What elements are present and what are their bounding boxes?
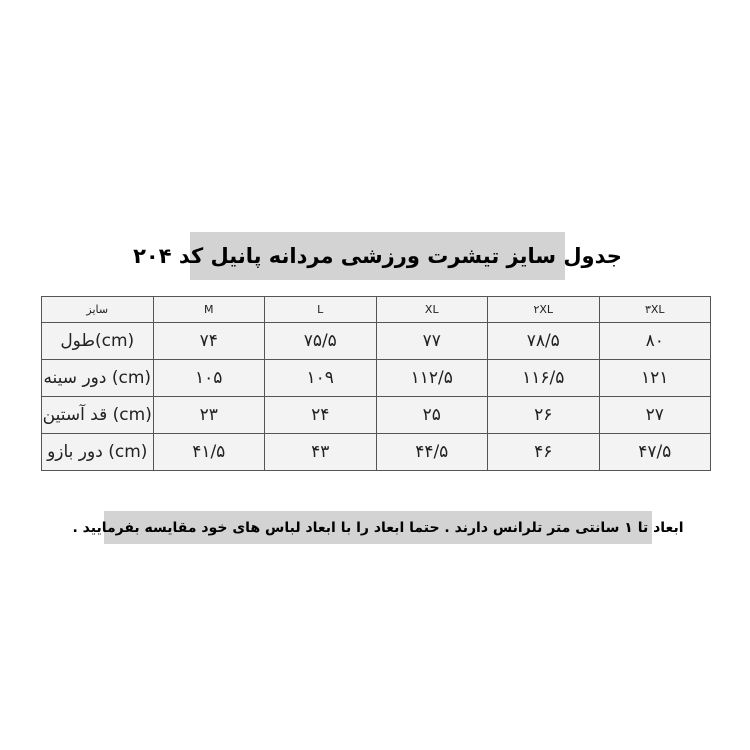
table-header-row: سایز M L XL ۲XL ۳XL (41, 296, 711, 323)
tolerance-note: ابعاد تا ۱ سانتی متر تلرانس دارند . حتما… (72, 511, 684, 544)
table-cell: ۱۰۵ (152, 359, 265, 397)
table-row: (cm)طول ۷۴ ۷۵/۵ ۷۷ ۷۸/۵ ۸۰ (41, 322, 711, 360)
row-label: (cm)طول (41, 322, 154, 360)
table-cell: ۲۴ (264, 396, 377, 434)
table-row: (cm) قد آستین ۲۳ ۲۴ ۲۵ ۲۶ ۲۷ (41, 396, 711, 434)
header-cell-size: سایز (41, 296, 154, 323)
row-label: (cm) قد آستین (41, 396, 154, 434)
page-title: جدول سایز تیشرت ورزشی مردانه پانیل کد ۲۰… (133, 232, 622, 280)
header-cell: L (264, 296, 377, 323)
row-label: (cm) دور سینه (41, 359, 154, 397)
size-table: سایز M L XL ۲XL ۳XL (cm)طول ۷۴ ۷۵/۵ ۷۷ ۷… (41, 296, 711, 471)
table-cell: ۲۷ (598, 396, 711, 434)
table-cell: ۴۳ (264, 433, 377, 471)
table-cell: ۷۷ (375, 322, 488, 360)
header-cell: ۲XL (487, 296, 600, 323)
table-cell: ۲۵ (375, 396, 488, 434)
header-cell: ۳XL (598, 296, 711, 323)
table-row: (cm) دور سینه ۱۰۵ ۱۰۹ ۱۱۲/۵ ۱۱۶/۵ ۱۲۱ (41, 359, 711, 397)
row-label: (cm) دور بازو (41, 433, 154, 471)
table-cell: ۴۴/۵ (375, 433, 488, 471)
table-cell: ۴۱/۵ (152, 433, 265, 471)
table-cell: ۲۳ (152, 396, 265, 434)
table-cell: ۱۱۶/۵ (487, 359, 600, 397)
table-cell: ۱۲۱ (598, 359, 711, 397)
table-row: (cm) دور بازو ۴۱/۵ ۴۳ ۴۴/۵ ۴۶ ۴۷/۵ (41, 433, 711, 471)
table-cell: ۷۴ (152, 322, 265, 360)
table-cell: ۴۶ (487, 433, 600, 471)
table-cell: ۸۰ (598, 322, 711, 360)
table-cell: ۱۱۲/۵ (375, 359, 488, 397)
table-cell: ۱۰۹ (264, 359, 377, 397)
header-cell: M (152, 296, 265, 323)
table-cell: ۷۵/۵ (264, 322, 377, 360)
table-cell: ۴۷/۵ (598, 433, 711, 471)
table-cell: ۷۸/۵ (487, 322, 600, 360)
header-cell: XL (375, 296, 488, 323)
table-cell: ۲۶ (487, 396, 600, 434)
